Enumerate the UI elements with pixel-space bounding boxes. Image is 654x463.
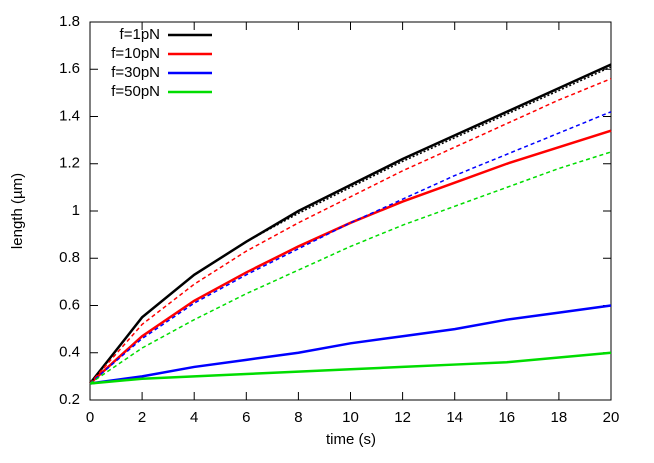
y-tick-label: 0.6 [59, 296, 80, 313]
series-line [89, 78, 612, 384]
series-line [89, 304, 612, 385]
x-tick-label: 4 [190, 409, 198, 426]
series-line [89, 151, 612, 385]
x-tick-label: 10 [342, 409, 359, 426]
y-tick-label: 0.8 [59, 249, 80, 266]
y-tick-label: 1 [72, 202, 80, 219]
x-tick-label: 2 [138, 409, 146, 426]
y-tick-label: 0.4 [59, 344, 80, 361]
legend-label: f=1pN [120, 26, 160, 43]
series-line [89, 66, 612, 384]
y-tick-label: 1.2 [59, 155, 80, 172]
x-tick-label: 8 [294, 409, 302, 426]
y-tick-label: 0.2 [59, 391, 80, 408]
x-tick-label: 0 [86, 409, 94, 426]
x-tick-label: 6 [242, 409, 250, 426]
series-line [89, 351, 612, 385]
series-line [89, 129, 612, 385]
x-tick-label: 20 [603, 409, 620, 426]
legend-label: f=50pN [111, 83, 160, 100]
x-tick-label: 14 [446, 409, 463, 426]
y-tick-label: 1.8 [59, 13, 80, 30]
legend-label: f=10pN [111, 45, 160, 62]
x-axis-label: time (s) [326, 431, 376, 448]
y-axis-label: length (µm) [9, 173, 26, 249]
x-tick-label: 18 [551, 409, 568, 426]
x-tick-label: 12 [394, 409, 411, 426]
y-tick-label: 1.6 [59, 60, 80, 77]
legend-label: f=30pN [111, 64, 160, 81]
y-tick-label: 1.4 [59, 107, 80, 124]
x-tick-label: 16 [498, 409, 515, 426]
